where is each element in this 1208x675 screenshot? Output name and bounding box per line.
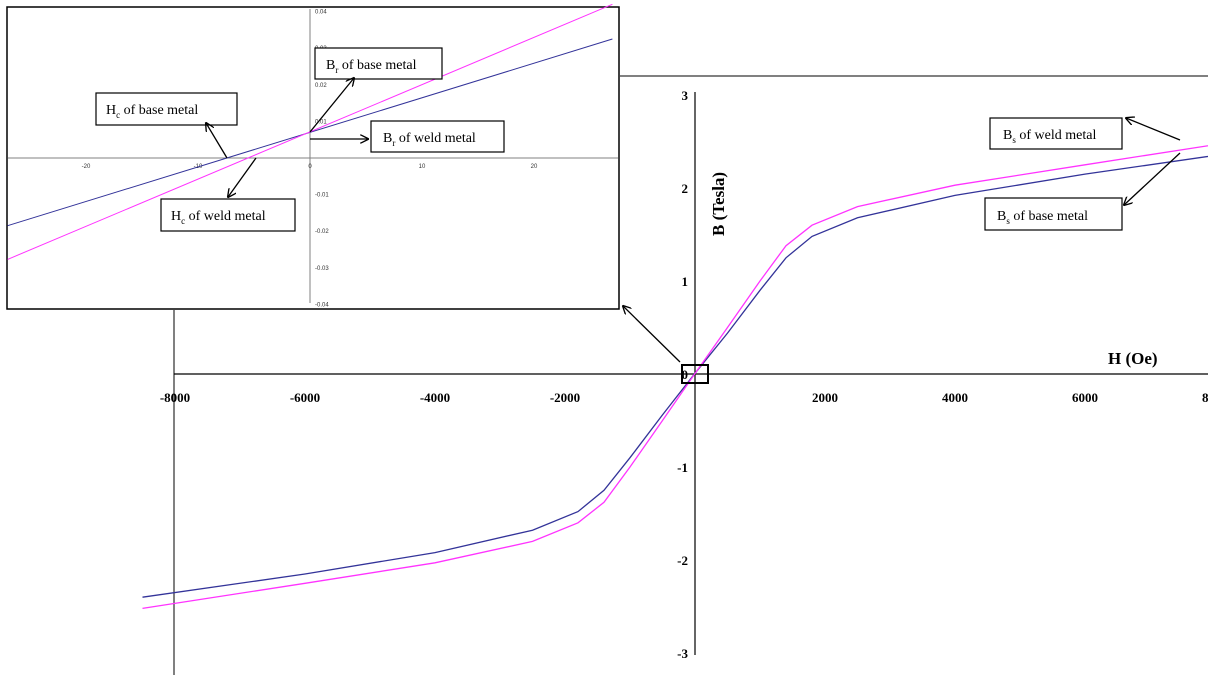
svg-text:Br of base metal: Br of base metal <box>326 58 417 75</box>
svg-text:Hc of base metal: Hc of base metal <box>106 103 198 120</box>
hc-base-annotation: Hc of base metal <box>95 92 238 159</box>
inset-x-tick-label: 0 <box>308 164 312 170</box>
inset-y-tick-label: 0.04 <box>315 10 327 16</box>
inset-y-tick-label: 0.02 <box>315 83 327 89</box>
x-axis-label: H (Oe) <box>1108 349 1158 368</box>
y-tick-label: -1 <box>677 460 688 475</box>
zoom-region-box <box>681 364 709 384</box>
bs-weld-annotation: Bs of weld metal <box>989 118 1181 150</box>
y-axis-label: B (Tesla) <box>709 172 728 236</box>
svg-text:Bs of base metal: Bs of base metal <box>997 209 1088 226</box>
inset-x-tick-label: -20 <box>82 164 91 170</box>
x-tick-label: -4000 <box>420 390 450 405</box>
br-weld-annotation: Br of weld metal <box>310 120 505 153</box>
main-x-tick-labels: -8000 -6000 -4000 -2000 2000 4000 6000 8000 <box>160 390 1208 405</box>
y-tick-label: 1 <box>682 274 689 289</box>
br-base-annotation: Br of base metal <box>309 47 443 133</box>
x-tick-label: 4000 <box>942 390 968 405</box>
svg-text:Bs of weld metal: Bs of weld metal <box>1003 128 1096 145</box>
svg-text:Hc of weld metal: Hc of weld metal <box>171 209 266 226</box>
inset-y-tick-label: -0.03 <box>315 266 329 272</box>
x-tick-label: 6000 <box>1072 390 1098 405</box>
y-tick-label: -3 <box>677 646 688 661</box>
main-chart: -8000-6000-4000-20002000400060008000 -3-… <box>142 75 1208 675</box>
inset-y-tick-label: -0.01 <box>315 193 329 199</box>
zoom-pointer-arrow <box>623 306 681 363</box>
x-tick-label: -2000 <box>550 390 580 405</box>
inset-y-tick-label: -0.04 <box>315 302 329 308</box>
bs-base-annotation: Bs of base metal <box>984 152 1181 231</box>
inset-y-tick-label: -0.02 <box>315 229 329 235</box>
inset-x-tick-label: 20 <box>531 164 538 170</box>
svg-text:Br of weld metal: Br of weld metal <box>383 131 476 148</box>
x-tick-label: -6000 <box>290 390 320 405</box>
x-tick-label: -8000 <box>160 390 190 405</box>
x-tick-label: 8000 <box>1202 390 1208 405</box>
inset-x-tick-label: 10 <box>419 164 426 170</box>
weld-metal-curve <box>142 145 1208 610</box>
y-tick-label: 3 <box>682 88 689 103</box>
inset-y-tick-label: 0.01 <box>315 119 327 125</box>
inset-chart: -20 -10 0 10 20 -0.04-0.03-0.02-0.010.010.02… <box>6 3 620 310</box>
hc-weld-annotation: Hc of weld metal <box>160 157 296 232</box>
y-tick-label: 2 <box>682 181 689 196</box>
y-tick-label: -2 <box>677 553 688 568</box>
y-tick-label: 0 <box>682 367 689 382</box>
x-tick-label: 2000 <box>812 390 838 405</box>
main-y-tick-labels: -3 -2 -1 0 1 2 3 <box>677 88 688 661</box>
